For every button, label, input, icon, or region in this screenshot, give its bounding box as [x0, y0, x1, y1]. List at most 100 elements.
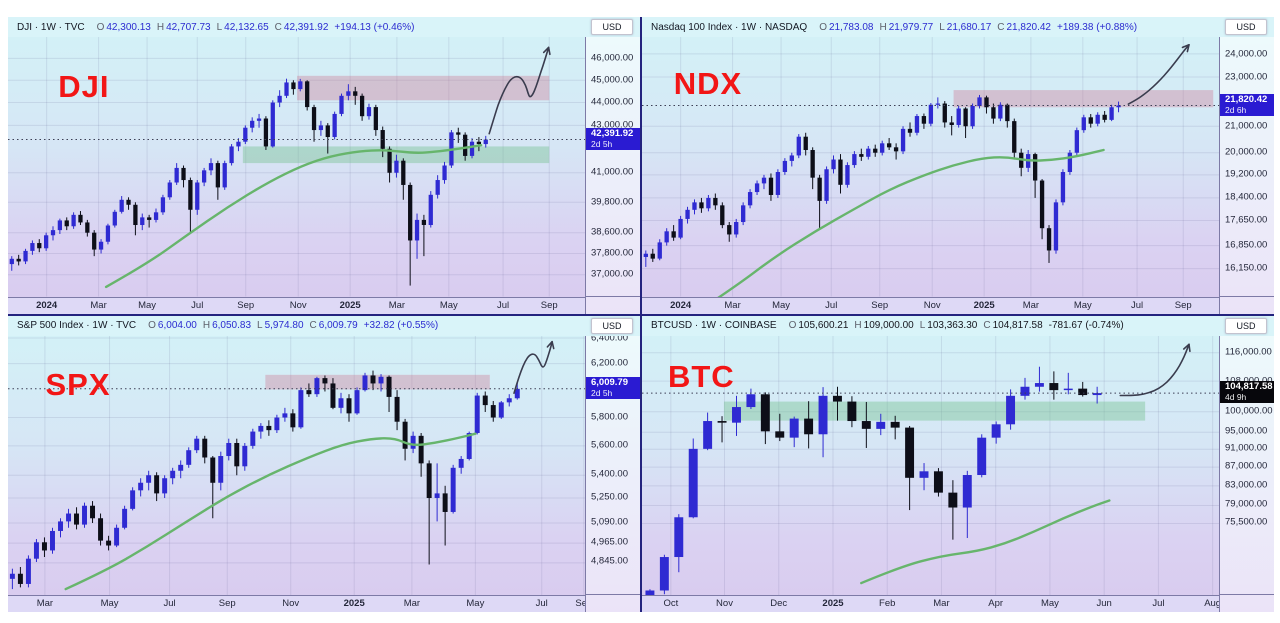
- candle: [428, 194, 433, 226]
- ohlc-value: 42,300.13: [106, 21, 151, 33]
- price-axis[interactable]: 46,000.00 45,000.00 44,000.00 43,000.00 41,0…: [586, 37, 640, 314]
- ohlc-value: 21,820.42: [1006, 21, 1052, 33]
- candle: [466, 432, 472, 459]
- time-axis[interactable]: 2024 Mar May Jul Sep Nov 2025 Mar May Jul Sep: [642, 296, 1220, 314]
- candle: [274, 417, 280, 430]
- time-tick: Sep: [540, 299, 558, 311]
- candle: [746, 393, 756, 407]
- last-price-badge: 6,009.79 2d 5h: [586, 377, 640, 400]
- candle: [1074, 130, 1080, 153]
- green-zone: [723, 401, 1146, 421]
- chart-plot-area[interactable]: BTC: [642, 335, 1220, 595]
- candle: [277, 95, 282, 103]
- time-axis[interactable]: 2024 Mar May Jul Sep Nov 2025 Mar May Jul Sep: [8, 296, 586, 314]
- price-tick: 91,000.00: [1225, 442, 1268, 454]
- moving-average-line: [106, 145, 481, 287]
- candle: [674, 516, 684, 557]
- ohlc-key: C: [274, 21, 282, 33]
- currency-button[interactable]: USD: [591, 19, 633, 35]
- candle: [414, 219, 420, 241]
- time-tick: Jul: [496, 299, 510, 311]
- change-readout: +189.38 (+0.88%): [1057, 21, 1138, 33]
- symbol-title[interactable]: Nasdaq 100 Index · 1W · NASDAQ: [651, 21, 808, 33]
- candle: [720, 205, 725, 226]
- time-tick: Mar: [90, 299, 107, 311]
- time-tick: Apr: [988, 598, 1004, 609]
- candle: [98, 241, 104, 250]
- plot-column: BTC Oct Nov Dec 2025 Feb Mar Apr May Jun Jul Aug: [642, 335, 1220, 612]
- time-tick: Sep: [871, 299, 889, 311]
- candle: [226, 442, 232, 456]
- candle: [162, 477, 168, 493]
- candle: [1088, 117, 1093, 124]
- time-axis[interactable]: Mar May Jul Sep Nov 2025 Mar May Jul Sep: [8, 595, 586, 612]
- badge-price: 104,817.58: [1225, 381, 1273, 393]
- candle: [153, 212, 159, 220]
- ohlc-key: H: [202, 320, 211, 331]
- currency-button[interactable]: USD: [1225, 317, 1267, 334]
- price-axis-area: 46,000.00 45,000.00 44,000.00 43,000.00 41,0…: [586, 37, 640, 296]
- ticker-annotation: BTC: [667, 359, 735, 395]
- time-tick: Mar: [388, 299, 406, 311]
- candle: [202, 438, 208, 457]
- ohlc-key: H: [156, 21, 165, 33]
- price-tick: 4,965.00: [591, 536, 628, 548]
- candle: [64, 220, 69, 227]
- candle: [284, 82, 289, 96]
- time-tick: May: [1040, 598, 1059, 609]
- candle: [9, 573, 15, 579]
- time-tick: Feb: [879, 598, 896, 609]
- candle: [298, 389, 304, 427]
- candle: [50, 230, 56, 236]
- candle: [442, 492, 448, 512]
- candle: [949, 122, 954, 125]
- chart-plot-area[interactable]: NDX: [642, 37, 1220, 297]
- price-tick: 24,000.00: [1225, 48, 1268, 60]
- candle: [370, 374, 376, 383]
- candle: [1034, 382, 1044, 387]
- axis-corner: [1220, 594, 1274, 612]
- candle: [1012, 121, 1017, 153]
- time-tick: May: [439, 299, 458, 311]
- candle: [991, 423, 1001, 438]
- candle: [387, 148, 392, 173]
- candle: [215, 163, 220, 188]
- candle: [831, 159, 836, 170]
- ticker-annotation: NDX: [673, 66, 743, 102]
- time-tick: 2024: [36, 299, 58, 311]
- symbol-title[interactable]: BTCUSD · 1W · COINBASE: [651, 320, 777, 331]
- ohlc-value: 105,600.21: [798, 320, 849, 331]
- pink-zone: [953, 90, 1214, 108]
- candle: [130, 489, 136, 509]
- ohlc-value: 21,979.77: [888, 21, 934, 33]
- time-tick: Mar: [933, 598, 950, 609]
- symbol-title[interactable]: S&P 500 Index · 1W · TVC: [17, 320, 137, 331]
- symbol-title[interactable]: DJI · 1W · TVC: [17, 21, 85, 33]
- ohlc-key: L: [216, 21, 223, 33]
- candle: [330, 382, 336, 408]
- candle: [90, 505, 96, 518]
- ohlc-readout: O 21,783.08 H 21,979.77 L 21,680.17 C 21,820.42…: [813, 22, 1137, 33]
- currency-button[interactable]: USD: [1225, 19, 1267, 35]
- price-axis[interactable]: 6,400.00 6,200.00 5,800.00 5,600.00 5,400.00…: [586, 335, 640, 612]
- chart-body: NDX 2024 Mar May Jul Sep Nov 2025 Mar May Jul Sep …: [642, 37, 1274, 314]
- time-tick: Dec: [770, 598, 788, 609]
- chart-plot-area[interactable]: SPX: [8, 335, 586, 595]
- price-axis[interactable]: 116,000.00 108,000.00 100,000.00 95,000.00 9…: [1220, 335, 1274, 612]
- price-tick: 17,650.00: [1225, 214, 1268, 226]
- ohlc-key: C: [983, 320, 991, 331]
- ohlc-key: L: [939, 21, 945, 33]
- candle: [37, 243, 42, 249]
- currency-button[interactable]: USD: [591, 317, 633, 334]
- candle: [434, 492, 440, 498]
- ohlc-value: 5,974.80: [264, 320, 304, 331]
- time-axis[interactable]: Oct Nov Dec 2025 Feb Mar Apr May Jun Jul Aug: [642, 595, 1220, 612]
- candle: [266, 425, 272, 430]
- candle: [322, 377, 328, 383]
- time-tick: Nov: [282, 598, 300, 609]
- candlestick-chart: [642, 336, 1219, 595]
- last-price-badge: 21,820.42 2d 6h: [1220, 94, 1274, 117]
- price-axis[interactable]: 24,000.00 23,000.00 21,000.00 20,000.00 19,2…: [1220, 37, 1274, 314]
- chart-plot-area[interactable]: DJI: [8, 37, 586, 297]
- chart-body: DJI 2024 Mar May Jul Sep Nov 2025 Mar May Jul Sep …: [8, 37, 640, 314]
